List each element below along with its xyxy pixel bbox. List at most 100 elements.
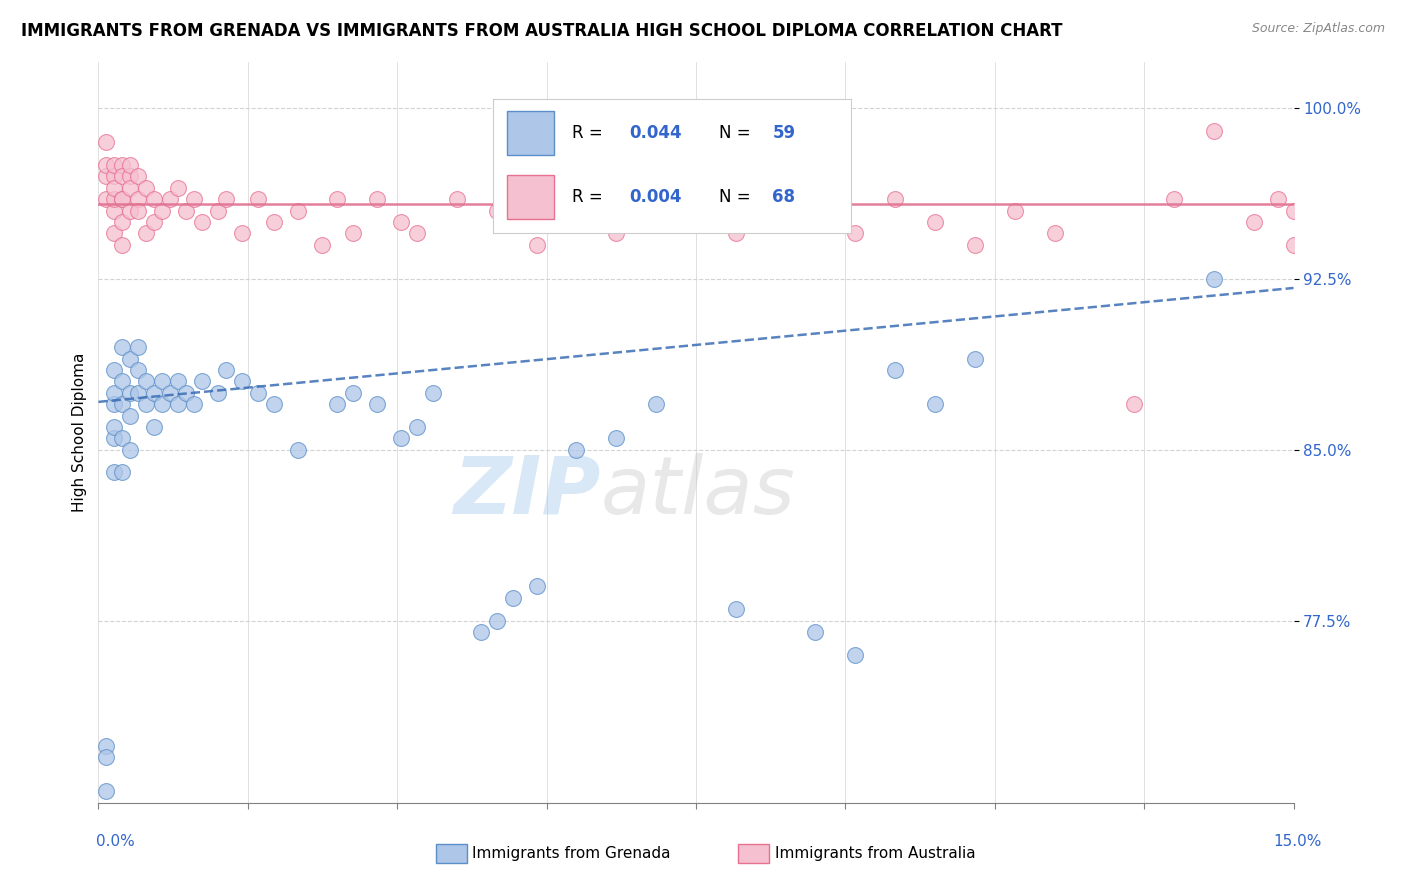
Point [103, 431, 125, 445]
Point [111, 340, 134, 354]
Point [111, 375, 134, 389]
Point [127, 385, 149, 400]
Point [143, 385, 166, 400]
Point [103, 192, 125, 206]
Point [311, 237, 333, 252]
Point [645, 397, 668, 411]
Point [103, 227, 125, 241]
Point [231, 375, 253, 389]
Point [183, 397, 205, 411]
Point [111, 237, 134, 252]
Point [565, 203, 588, 218]
Text: 15.0%: 15.0% [1274, 834, 1322, 849]
Text: IMMIGRANTS FROM GRENADA VS IMMIGRANTS FROM AUSTRALIA HIGH SCHOOL DIPLOMA CORRELA: IMMIGRANTS FROM GRENADA VS IMMIGRANTS FR… [21, 22, 1063, 40]
Point [342, 227, 364, 241]
Point [231, 227, 253, 241]
Point [526, 237, 548, 252]
Point [111, 158, 134, 172]
Point [150, 375, 173, 389]
Point [215, 192, 238, 206]
Point [183, 192, 205, 206]
Point [724, 227, 747, 241]
Point [120, 169, 142, 184]
Point [143, 420, 166, 434]
Point [1123, 397, 1146, 411]
Point [605, 227, 627, 241]
Point [111, 431, 134, 445]
Point [120, 409, 142, 423]
Point [103, 169, 125, 184]
Point [924, 397, 946, 411]
Point [174, 203, 197, 218]
Point [1202, 272, 1225, 286]
Text: Source: ZipAtlas.com: Source: ZipAtlas.com [1251, 22, 1385, 36]
Point [103, 420, 125, 434]
Point [96, 135, 118, 149]
Point [1004, 203, 1026, 218]
Point [111, 192, 134, 206]
Point [103, 466, 125, 480]
Point [96, 784, 118, 798]
Point [135, 227, 157, 241]
Point [963, 351, 986, 366]
Point [215, 363, 238, 377]
Point [96, 169, 118, 184]
Point [263, 397, 285, 411]
Point [326, 192, 349, 206]
Point [389, 215, 412, 229]
Point [135, 375, 157, 389]
Text: Immigrants from Australia: Immigrants from Australia [775, 847, 976, 861]
Point [103, 180, 125, 194]
Point [1267, 192, 1289, 206]
Point [287, 203, 309, 218]
Point [485, 614, 508, 628]
Point [406, 227, 429, 241]
Point [884, 192, 907, 206]
Point [207, 385, 229, 400]
Point [844, 227, 866, 241]
Point [191, 375, 214, 389]
Point [167, 397, 190, 411]
Point [485, 203, 508, 218]
Text: ZIP: ZIP [453, 453, 600, 531]
Point [366, 192, 388, 206]
Point [120, 351, 142, 366]
Point [287, 442, 309, 457]
Point [127, 203, 149, 218]
Point [1202, 124, 1225, 138]
Text: Immigrants from Grenada: Immigrants from Grenada [472, 847, 671, 861]
Point [103, 203, 125, 218]
Y-axis label: High School Diploma: High School Diploma [72, 353, 87, 512]
Point [143, 215, 166, 229]
Point [120, 203, 142, 218]
Point [804, 624, 827, 639]
Point [246, 192, 269, 206]
Point [366, 397, 388, 411]
Point [389, 431, 412, 445]
Point [884, 363, 907, 377]
Point [1282, 237, 1305, 252]
Point [103, 385, 125, 400]
Point [120, 158, 142, 172]
Point [96, 158, 118, 172]
Point [111, 215, 134, 229]
Point [470, 624, 492, 639]
Point [765, 192, 787, 206]
Text: atlas: atlas [600, 453, 796, 531]
Point [150, 397, 173, 411]
Point [685, 215, 707, 229]
Point [103, 363, 125, 377]
Point [804, 215, 827, 229]
Point [135, 397, 157, 411]
Point [605, 431, 627, 445]
Point [1282, 203, 1305, 218]
Point [1163, 192, 1185, 206]
Point [246, 385, 269, 400]
Point [120, 442, 142, 457]
Point [120, 385, 142, 400]
Point [159, 192, 181, 206]
Point [924, 215, 946, 229]
Point [406, 420, 429, 434]
Point [963, 237, 986, 252]
Point [111, 466, 134, 480]
